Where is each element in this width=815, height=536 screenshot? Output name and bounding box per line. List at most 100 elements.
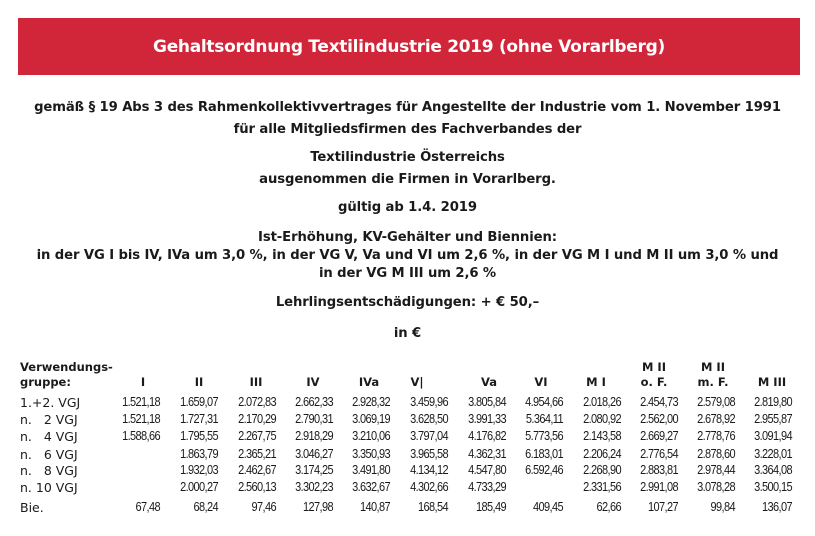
table-cell: 2.462,67	[238, 463, 277, 477]
table-cell: 3.302,23	[295, 480, 334, 494]
intro-line: ausgenommen die Firmen in Vorarlberg.	[259, 172, 556, 187]
table-cell: 4.302,66	[410, 480, 449, 494]
table-cell: 3.069,19	[352, 412, 391, 426]
table-cell: 2.267,75	[238, 429, 277, 443]
table-cell: 2.991,08	[640, 480, 679, 494]
table-cell: 3.364,08	[754, 463, 793, 477]
table-cell: 2.331,56	[583, 480, 622, 494]
table-cell: 3.174,25	[295, 463, 334, 477]
title-banner: Gehaltsordnung Textilindustrie 2019 (ohn…	[18, 18, 800, 75]
table-cell: 2.206,24	[583, 447, 622, 461]
table-cell: 3.628,50	[410, 412, 449, 426]
table-cell: 6.592,46	[525, 463, 564, 477]
row-label: 1.+2. VGJ	[20, 395, 81, 410]
table-cell: 3.350,93	[352, 447, 391, 461]
table-cell: 1.659,07	[180, 395, 219, 409]
intro-line: Lehrlingsentschädigungen: + € 50,–	[275, 295, 540, 310]
table-cell: 3.091,94	[754, 429, 793, 443]
table-cell: 3.632,67	[352, 480, 391, 494]
table-cell: 2.878,60	[697, 447, 736, 461]
table-cell: 2.678,92	[697, 412, 736, 426]
intro-line: in der VG M III um 2,6 %	[318, 266, 497, 281]
table-cell: 68,24	[193, 500, 219, 514]
row-label: n. 2 VGJ	[20, 412, 78, 427]
table-cell: 2.776,54	[640, 447, 679, 461]
table-cell: 2.778,76	[697, 429, 736, 443]
column-header: M II	[700, 360, 725, 374]
column-header: M I	[586, 375, 606, 389]
table-cell: 3.991,33	[468, 412, 507, 426]
table-cell: 1.863,79	[180, 447, 219, 461]
column-header: V|	[410, 375, 424, 389]
row-label: n. 4 VGJ	[20, 429, 78, 444]
column-header: VI	[534, 375, 548, 389]
intro-line: Ist-Erhöhung, KV-Gehälter und Biennien:	[258, 230, 557, 245]
column-header: IVa	[358, 375, 380, 389]
table-cell: 3.210,06	[352, 429, 391, 443]
column-header: o. F.	[640, 375, 668, 389]
column-header: m. F.	[697, 375, 729, 389]
table-cell: 3.500,15	[754, 480, 793, 494]
table-cell: 2.918,29	[295, 429, 334, 443]
intro-line: für alle Mitgliedsfirmen des Fachverband…	[233, 122, 582, 137]
table-cell: 2.669,27	[640, 429, 679, 443]
intro-line: gemäß § 19 Abs 3 des Rahmenkollektivvert…	[34, 100, 781, 115]
table-cell: 3.491,80	[352, 463, 391, 477]
row-label: Bie.	[20, 500, 44, 515]
table-cell: 4.176,82	[468, 429, 507, 443]
table-cell: 4.362,31	[468, 447, 507, 461]
table-cell: 2.268,90	[583, 463, 622, 477]
table-cell: 3.046,27	[295, 447, 334, 461]
table-cell: 2.955,87	[754, 412, 793, 426]
table-cell: 2.000,27	[180, 480, 219, 494]
table-cell: 2.928,32	[352, 395, 391, 409]
table-cell: 140,87	[360, 500, 391, 514]
row-header-label: Verwendungs-	[20, 360, 113, 374]
table-cell: 409,45	[533, 500, 564, 514]
table-cell: 2.883,81	[640, 463, 679, 477]
intro-line: Textilindustrie Österreichs	[310, 150, 505, 165]
table-cell: 2.365,21	[238, 447, 277, 461]
table-cell: 3.459,96	[410, 395, 449, 409]
table-cell: 4.134,12	[410, 463, 449, 477]
column-header: M II	[641, 360, 666, 374]
table-cell: 4.547,80	[468, 463, 507, 477]
table-cell: 1.932,03	[180, 463, 219, 477]
intro-line: in der VG I bis IV, IVa um 3,0 %, in der…	[36, 248, 779, 263]
table-cell: 2.454,73	[640, 395, 679, 409]
column-header: III	[249, 375, 263, 389]
intro-line: in €	[393, 326, 422, 341]
table-cell: 97,46	[251, 500, 277, 514]
row-header-label: gruppe:	[20, 375, 71, 389]
table-cell: 1.521,18	[122, 412, 161, 426]
table-cell: 3.228,01	[754, 447, 793, 461]
row-label: n. 8 VGJ	[20, 463, 78, 478]
page-title: Gehaltsordnung Textilindustrie 2019 (ohn…	[153, 36, 665, 57]
intro-line: gültig ab 1.4. 2019	[338, 200, 477, 215]
column-header: I	[140, 375, 146, 389]
table-cell: 5.773,56	[525, 429, 564, 443]
table-cell: 67,48	[135, 500, 161, 514]
table-cell: 3.797,04	[410, 429, 449, 443]
row-label: n. 6 VGJ	[20, 447, 78, 462]
table-cell: 2.662,33	[295, 395, 334, 409]
table-cell: 2.562,00	[640, 412, 679, 426]
table-cell: 127,98	[303, 500, 334, 514]
table-cell: 2.170,29	[238, 412, 277, 426]
table-cell: 2.080,92	[583, 412, 622, 426]
table-cell: 99,84	[710, 500, 736, 514]
table-cell: 185,49	[476, 500, 507, 514]
table-cell: 2.790,31	[295, 412, 334, 426]
table-cell: 2.978,44	[697, 463, 736, 477]
table-cell: 2.819,80	[754, 395, 793, 409]
column-header: Va	[480, 375, 498, 389]
table-cell: 3.965,58	[410, 447, 449, 461]
table-cell: 1.795,55	[180, 429, 219, 443]
table-cell: 1.727,31	[180, 412, 219, 426]
table-cell: 2.579,08	[697, 395, 736, 409]
column-header: IV	[306, 375, 320, 389]
table-cell: 2.072,83	[238, 395, 277, 409]
table-cell: 4.954,66	[525, 395, 564, 409]
table-cell: 1.588,66	[122, 429, 161, 443]
table-cell: 107,27	[648, 500, 679, 514]
